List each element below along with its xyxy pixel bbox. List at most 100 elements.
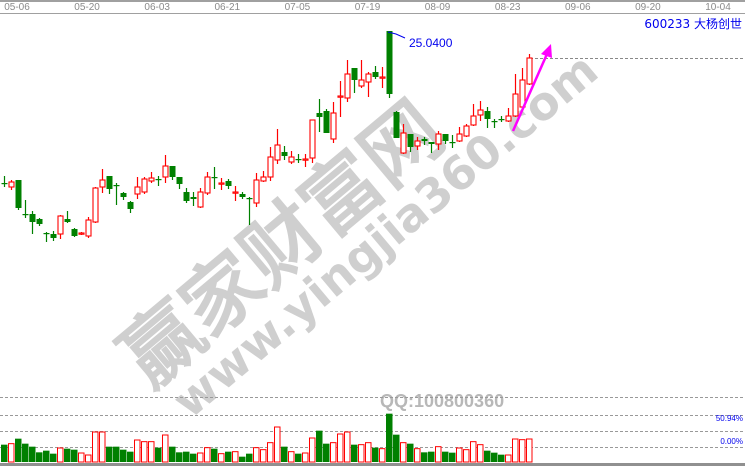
candle-body xyxy=(162,165,169,178)
annotation-leader xyxy=(387,31,406,39)
candle-body xyxy=(400,132,407,154)
candle xyxy=(281,146,288,160)
volume-bar xyxy=(29,446,36,462)
candle xyxy=(225,179,232,189)
candle xyxy=(442,134,449,144)
volume-bar xyxy=(141,441,148,463)
candle-body xyxy=(330,112,337,140)
volume-bar xyxy=(50,453,57,462)
candle-body xyxy=(141,178,148,193)
candle xyxy=(183,188,190,203)
candle-body xyxy=(204,176,211,194)
candle-body xyxy=(295,159,302,161)
candle xyxy=(407,134,414,152)
candle xyxy=(505,108,512,122)
stock-title: 600233 大杨创世 xyxy=(644,17,742,31)
volume-bar xyxy=(477,444,484,463)
arrow-head-icon xyxy=(541,44,552,58)
volume-bar xyxy=(302,452,309,463)
candle xyxy=(449,135,456,148)
volume-bar xyxy=(78,452,85,463)
candle-body xyxy=(477,109,484,116)
candle-body xyxy=(64,219,71,222)
candle-body xyxy=(505,115,512,122)
volume-bar xyxy=(330,442,337,463)
candle-body xyxy=(99,179,106,188)
candle-body xyxy=(435,133,442,145)
volume-bar xyxy=(155,447,162,462)
candle xyxy=(435,131,442,150)
candle-body xyxy=(365,73,372,83)
watermark-qq: QQ:100800360 xyxy=(380,391,504,411)
volume-bar xyxy=(449,452,456,462)
volume-bar xyxy=(260,449,267,463)
candle-body xyxy=(421,139,428,141)
candle xyxy=(43,232,50,242)
candle-body xyxy=(197,191,204,208)
candle-body xyxy=(288,156,295,163)
volume-bar xyxy=(400,442,407,463)
candle-body xyxy=(470,115,477,126)
candle-body xyxy=(337,95,344,98)
volume-bar xyxy=(22,443,29,462)
candle-body xyxy=(351,68,358,80)
candle xyxy=(421,137,428,145)
volume-bar xyxy=(1,444,8,462)
candle xyxy=(127,201,134,213)
volume-bar xyxy=(204,447,211,463)
candle-body xyxy=(183,192,190,201)
x-tick-label: 06-21 xyxy=(215,2,241,13)
candle-body xyxy=(281,152,288,156)
volume-bar xyxy=(519,439,526,463)
volume-bar xyxy=(176,452,183,462)
candle-body xyxy=(246,198,253,200)
candle xyxy=(484,107,491,128)
candle-body xyxy=(15,180,22,208)
volume-bar xyxy=(407,443,414,462)
candle xyxy=(232,186,239,201)
candle xyxy=(526,54,533,85)
volume-bar xyxy=(484,450,491,462)
candle xyxy=(393,111,400,138)
volume-bar xyxy=(281,446,288,462)
candle xyxy=(78,232,85,235)
candle-body xyxy=(22,214,29,216)
candle xyxy=(386,31,393,98)
candle xyxy=(50,231,57,241)
candle-body xyxy=(169,166,176,177)
candle xyxy=(1,176,8,187)
candle-body xyxy=(449,142,456,144)
volume-bar xyxy=(316,430,323,462)
candle xyxy=(106,176,113,194)
x-tick-label: 08-09 xyxy=(425,2,451,13)
candle xyxy=(22,200,29,218)
volume-bar xyxy=(379,448,386,463)
candle xyxy=(519,68,526,108)
candle-body xyxy=(92,187,99,223)
candle xyxy=(428,142,435,153)
candle-body xyxy=(379,76,386,79)
volume-bar xyxy=(295,453,302,462)
candle-body xyxy=(106,176,113,189)
candle-body xyxy=(463,125,470,137)
trend-arrow xyxy=(511,53,549,132)
candle xyxy=(400,124,407,154)
candle xyxy=(512,74,519,117)
volume-bar xyxy=(267,442,274,463)
volume-bar xyxy=(463,449,470,463)
candle-body xyxy=(134,186,141,195)
candle-body xyxy=(302,158,309,161)
candle-body xyxy=(120,193,127,197)
volume-bar xyxy=(113,446,120,462)
volume-bar xyxy=(351,444,358,462)
bottom-frame xyxy=(0,463,745,466)
volume-bar xyxy=(442,451,449,462)
x-tick-label: 08-23 xyxy=(495,2,521,13)
candle xyxy=(190,192,197,206)
volume-bar xyxy=(36,452,43,462)
volume-bar xyxy=(148,441,155,463)
volume-bar xyxy=(169,446,176,462)
volume-bar xyxy=(344,431,351,463)
candle xyxy=(323,109,330,133)
